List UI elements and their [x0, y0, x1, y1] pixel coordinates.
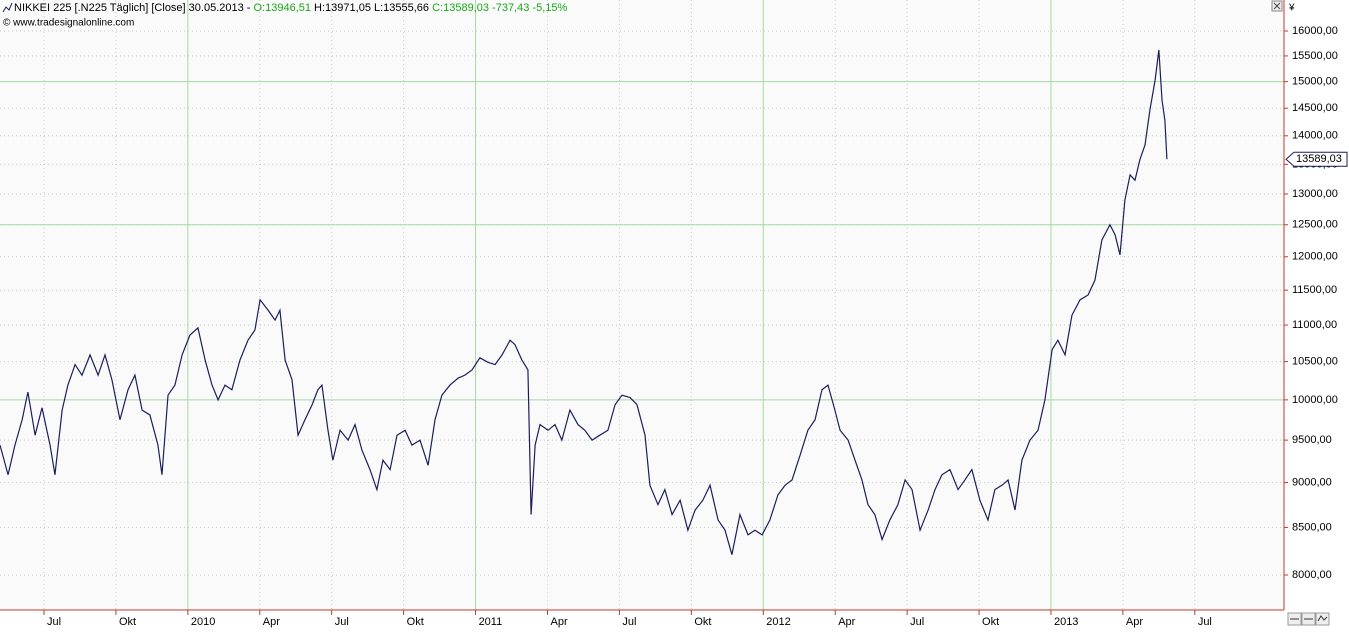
- y-tick-label: 14000,00: [1292, 130, 1338, 142]
- y-tick-label: 9500,00: [1292, 434, 1332, 446]
- last-price-label: 13589,03: [1296, 153, 1342, 165]
- title-part: O:13946,51: [254, 2, 312, 14]
- x-tick-label: Okt: [982, 616, 999, 628]
- y-tick-label: 11000,00: [1292, 319, 1337, 331]
- x-tick-label: 2013: [1054, 616, 1078, 628]
- time-axis-panel: [0, 610, 1284, 632]
- y-tick-label: 9000,00: [1292, 476, 1332, 488]
- y-tick-label: 8000,00: [1292, 569, 1332, 581]
- x-tick-label: Apr: [1126, 616, 1143, 628]
- x-tick-label: Jul: [622, 616, 636, 628]
- zoom-controls: [1287, 612, 1330, 626]
- y-tick-label: 14500,00: [1292, 102, 1338, 114]
- y-tick-label: 15000,00: [1292, 76, 1338, 88]
- y-tick-label: 15500,00: [1292, 50, 1338, 62]
- chart-title: NIKKEI 225 [.N225 Täglich] [Close] 30.05…: [14, 2, 567, 14]
- y-tick-label: 10500,00: [1292, 355, 1338, 367]
- x-tick-label: 2012: [766, 616, 790, 628]
- price-line: [0, 49, 1168, 555]
- title-part: C:13589,03 -737,43 -5,15%: [432, 2, 567, 14]
- series: [0, 49, 1168, 555]
- title-part: NIKKEI 225 [.N225 Täglich] [Close] 30.05…: [14, 2, 254, 14]
- x-tick-label: 2011: [479, 616, 503, 628]
- x-tick-label: 2010: [191, 616, 215, 628]
- plot-area: [0, 0, 1284, 610]
- x-tick-label: Jul: [335, 616, 349, 628]
- y-tick-label: 11500,00: [1292, 284, 1337, 296]
- zoom-button[interactable]: [1315, 612, 1330, 626]
- y-tick-label: 16000,00: [1292, 25, 1338, 37]
- x-tick-label: Jul: [1198, 616, 1212, 628]
- price-axis-panel: [1284, 0, 1349, 632]
- y-tick-label: 12500,00: [1292, 219, 1338, 231]
- x-tick-label: Apr: [838, 616, 855, 628]
- x-tick-label: Okt: [694, 616, 711, 628]
- x-tick-label: Okt: [119, 616, 136, 628]
- y-tick-label: 12000,00: [1292, 251, 1338, 263]
- x-tick-label: Jul: [47, 616, 61, 628]
- grid: [0, 0, 1284, 610]
- zoom-icons: [1290, 615, 1328, 622]
- title-part: H:13971,05 L:13555,66: [311, 2, 432, 14]
- axes: 8000,00 8500,00 9000,00 9500,00 10000,00 1050…: [43, 25, 1348, 628]
- y-tick-label: 8500,00: [1292, 521, 1332, 533]
- last-price-box: [1285, 151, 1348, 167]
- x-tick-label: Apr: [263, 616, 280, 628]
- chart-subtitle: © www.tradesignalonline.com: [3, 18, 134, 29]
- currency-unit: ¥: [1288, 3, 1295, 14]
- x-tick-label: Apr: [550, 616, 567, 628]
- y-tick-label: 13000,00: [1292, 188, 1338, 200]
- x-tick-label: Okt: [407, 616, 424, 628]
- y-tick-label: 10000,00: [1292, 394, 1338, 406]
- close-icon: [1273, 2, 1281, 10]
- title-icon: [2, 2, 13, 13]
- x-tick-label: Jul: [910, 616, 924, 628]
